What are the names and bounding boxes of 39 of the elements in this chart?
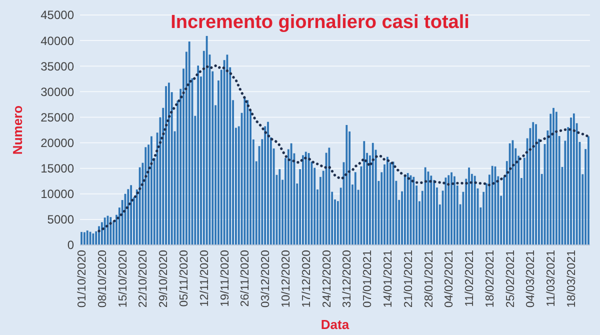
y-tick-label: 45000 bbox=[40, 8, 74, 22]
y-tick-label: 5000 bbox=[47, 212, 74, 227]
x-tick-label: 10/12/2020 bbox=[280, 250, 292, 308]
y-tick-label: 35000 bbox=[40, 59, 74, 74]
x-tick-label: 17/12/2020 bbox=[300, 250, 313, 308]
y-tick-label: 20000 bbox=[40, 136, 74, 150]
y-tick-label: 15000 bbox=[40, 162, 74, 176]
x-tick-label: 04/02/2021 bbox=[444, 250, 456, 308]
x-tick-label: 11/03/2021 bbox=[546, 250, 558, 307]
x-tick-label: 04/03/2021 bbox=[525, 250, 538, 308]
x-tick-label: 07/01/2021 bbox=[362, 250, 374, 308]
chart-title: Incremento giornaliero casi totali bbox=[170, 12, 470, 33]
x-tick-label: 22/10/2020 bbox=[138, 250, 150, 308]
x-tick-label: 12/11/2020 bbox=[198, 250, 211, 307]
y-axis-title: Numero bbox=[10, 105, 25, 155]
x-tick-label: 19/11/2020 bbox=[219, 250, 232, 307]
y-tick-label: 25000 bbox=[40, 110, 74, 124]
x-tick-label: 08/10/2020 bbox=[96, 250, 109, 308]
x-tick-label: 21/01/2021 bbox=[402, 250, 415, 308]
line-series bbox=[98, 64, 590, 232]
y-tick-label: 0 bbox=[67, 238, 74, 252]
x-tick-label: 11/02/2021 bbox=[464, 250, 476, 307]
y-tick-label: 10000 bbox=[40, 187, 74, 202]
x-tick-label: 31/12/2020 bbox=[342, 250, 354, 308]
x-tick-label: 14/01/2021 bbox=[382, 250, 394, 308]
x-tick-label: 24/12/2020 bbox=[321, 250, 334, 308]
x-tick-label: 15/10/2020 bbox=[117, 250, 130, 308]
y-tick-label: 30000 bbox=[40, 84, 74, 99]
x-tick-label: 28/01/2021 bbox=[423, 250, 436, 308]
x-tick-label: 05/11/2020 bbox=[178, 250, 191, 307]
y-tick-label: 40000 bbox=[40, 34, 74, 48]
x-tick-label: 01/10/2020 bbox=[76, 250, 89, 308]
x-tick-label: 25/02/2021 bbox=[504, 250, 517, 308]
x-tick-label: 26/11/2020 bbox=[240, 250, 252, 307]
x-tick-label: 18/02/2021 bbox=[484, 250, 496, 308]
x-axis-title: Data bbox=[320, 317, 350, 332]
x-tick-label: 03/12/2020 bbox=[260, 250, 272, 308]
x-tick-label: 18/03/2021 bbox=[566, 250, 578, 308]
x-tick-label: 29/10/2020 bbox=[158, 250, 170, 308]
